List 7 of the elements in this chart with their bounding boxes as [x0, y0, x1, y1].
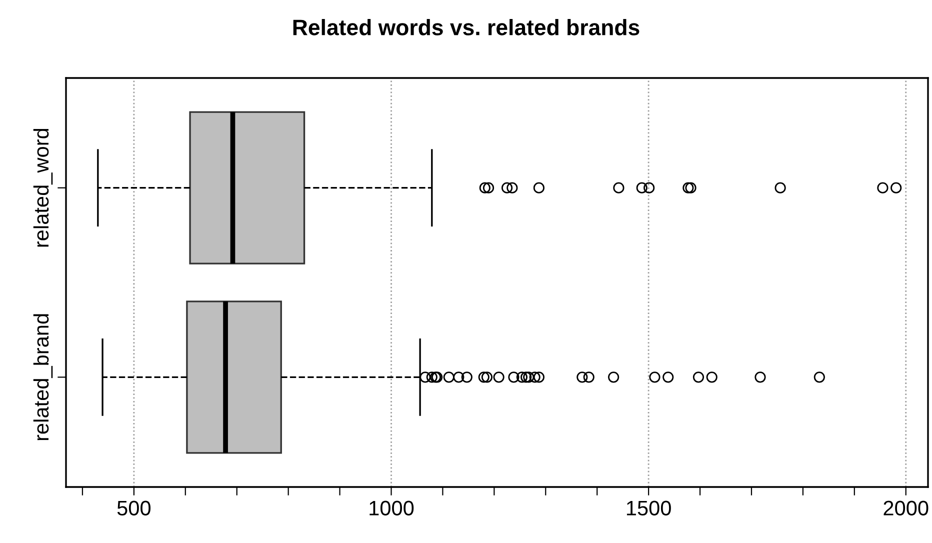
x-tick-label: 1000: [370, 500, 414, 516]
x-tick-label: 2000: [884, 500, 928, 516]
x-tick-label: 1500: [626, 500, 671, 516]
x-tick-label: 500: [117, 500, 150, 516]
chart-title: Related words vs. related brands: [293, 19, 640, 36]
y-tick-label: related_word: [33, 128, 53, 247]
y-tick-label: related_brand: [33, 314, 53, 440]
